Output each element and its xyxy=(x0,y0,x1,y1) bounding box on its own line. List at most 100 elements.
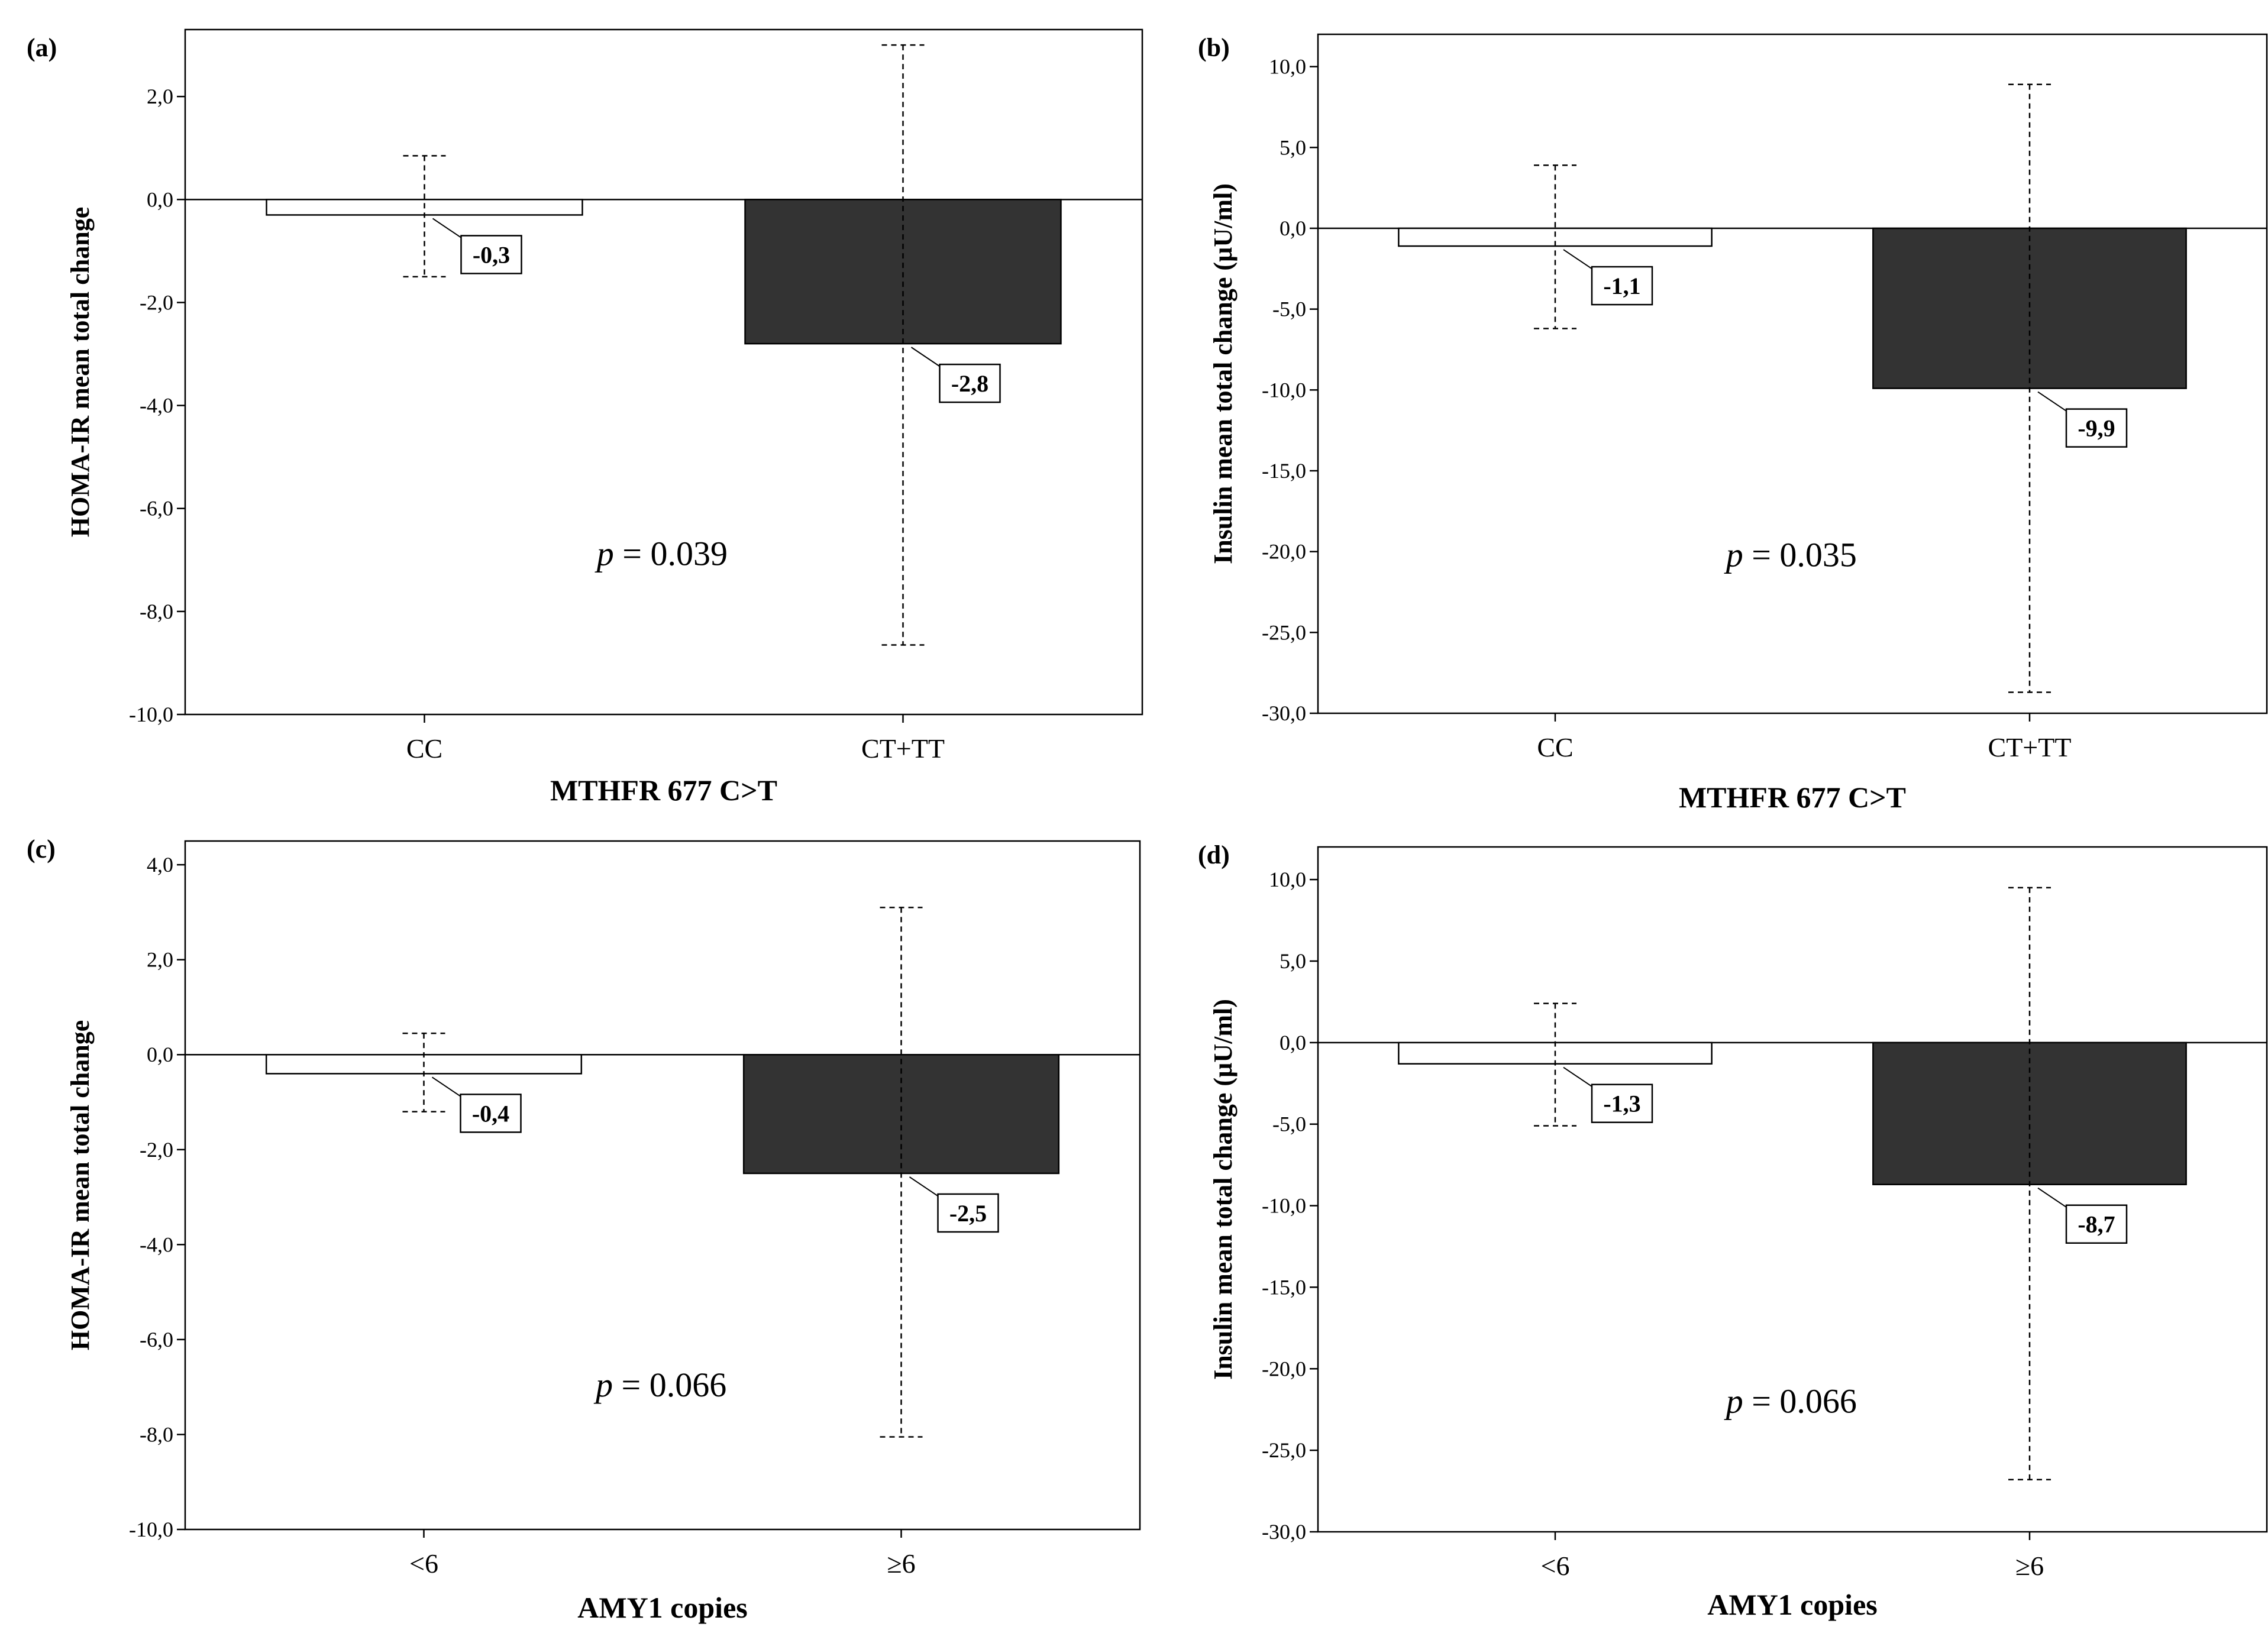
data-label: -0,4 xyxy=(472,1100,509,1127)
x-tick-label: <6 xyxy=(409,1548,438,1579)
y-tick-label: 5,0 xyxy=(1280,949,1306,973)
y-tick-label: -5,0 xyxy=(1272,1112,1306,1136)
y-axis-title: Insulin mean total change (µU/ml) xyxy=(1209,999,1238,1380)
data-label: -2,8 xyxy=(951,370,988,397)
p-value: p = 0.066 xyxy=(1724,1382,1857,1421)
x-tick-label: CC xyxy=(1537,732,1573,762)
data-label-box xyxy=(460,1094,522,1133)
y-tick-label: 0,0 xyxy=(1280,1031,1306,1055)
p-value-text: = 0.035 xyxy=(1743,535,1857,574)
data-label-box xyxy=(937,1193,999,1233)
y-tick-label: -15,0 xyxy=(1262,1275,1306,1299)
data-label: -8,7 xyxy=(2078,1211,2115,1238)
data-label: -0,3 xyxy=(473,241,510,268)
y-tick-label: -8,0 xyxy=(140,600,173,623)
y-tick-label: -4,0 xyxy=(140,1233,173,1256)
data-label-leader xyxy=(910,347,943,368)
plot-frame xyxy=(184,28,1143,716)
data-label-leader xyxy=(909,1176,941,1198)
data-label-leader xyxy=(1563,249,1595,271)
p-value: p = 0.066 xyxy=(593,1366,726,1404)
y-tick-label: -6,0 xyxy=(140,1328,173,1351)
p-symbol: p xyxy=(595,535,614,573)
x-tick-label: CT+TT xyxy=(1988,732,2072,762)
data-label-box xyxy=(1591,1084,1653,1123)
data-label-box xyxy=(2065,1204,2128,1244)
bar-1 xyxy=(1872,227,2187,389)
y-tick-label: 0,0 xyxy=(1280,216,1306,240)
y-tick-label: -10,0 xyxy=(129,1518,173,1541)
data-label-box xyxy=(460,235,522,274)
y-tick-label: -10,0 xyxy=(1262,1194,1306,1218)
panel-3: (d) 10,0 5,0 0,0 -5,0 -10,0 -15,0 -20,0 -25,0 -30… xyxy=(1198,840,2268,1621)
y-tick-label: 2,0 xyxy=(147,948,173,972)
data-label: -2,5 xyxy=(949,1200,987,1227)
y-tick-label: 10,0 xyxy=(1269,55,1306,79)
panel-label: (c) xyxy=(27,835,56,863)
panel-label: (a) xyxy=(27,33,57,62)
y-tick-label: 10,0 xyxy=(1269,868,1306,891)
data-label-leader xyxy=(431,1076,464,1099)
plot-frame xyxy=(1317,846,2268,1533)
y-tick-label: 0,0 xyxy=(147,1043,173,1066)
y-tick-label: -4,0 xyxy=(140,394,173,418)
y-tick-label: -25,0 xyxy=(1262,620,1306,644)
p-value: p = 0.035 xyxy=(1724,535,1857,574)
p-symbol: p xyxy=(593,1366,613,1404)
y-tick-label: 4,0 xyxy=(147,853,173,877)
y-axis-title: HOMA-IR mean total change xyxy=(66,1020,95,1351)
y-tick-label: 0,0 xyxy=(147,187,173,211)
plot-frame xyxy=(1317,33,2268,714)
y-tick-label: -30,0 xyxy=(1262,1520,1306,1544)
p-value-text: = 0.039 xyxy=(614,535,728,573)
x-axis-title: AMY1 copies xyxy=(577,1591,747,1624)
x-axis-title: MTHFR 677 C>T xyxy=(550,774,777,807)
y-tick-label: -10,0 xyxy=(1262,378,1306,402)
data-label-box xyxy=(2065,408,2128,448)
p-value: p = 0.039 xyxy=(595,535,728,573)
y-axis-title: Insulin mean total change (µU/ml) xyxy=(1209,183,1238,564)
plot-frame xyxy=(184,840,1141,1531)
x-axis-title: AMY1 copies xyxy=(1707,1588,1877,1621)
panel-1: (b) 10,0 5,0 0,0 -5,0 -10,0 -15,0 -20,0 -25,0 -30… xyxy=(1198,33,2268,814)
y-tick-label: 2,0 xyxy=(147,85,173,108)
y-tick-label: -8,0 xyxy=(140,1422,173,1446)
x-tick-label: ≥6 xyxy=(887,1548,915,1579)
y-axis-title: HOMA-IR mean total change xyxy=(66,207,95,538)
y-tick-label: -6,0 xyxy=(140,497,173,520)
p-symbol: p xyxy=(1724,535,1743,574)
y-tick-label: -2,0 xyxy=(140,1138,173,1162)
data-label-leader xyxy=(2037,1187,2069,1209)
p-value-text: = 0.066 xyxy=(613,1366,726,1404)
data-label-leader xyxy=(2037,391,2069,413)
data-label-box xyxy=(939,363,1001,403)
y-tick-label: 5,0 xyxy=(1280,135,1306,159)
y-tick-label: -20,0 xyxy=(1262,540,1306,564)
y-tick-label: -20,0 xyxy=(1262,1357,1306,1380)
data-label: -9,9 xyxy=(2078,415,2115,442)
p-symbol: p xyxy=(1724,1382,1743,1421)
x-axis-title: MTHFR 677 C>T xyxy=(1679,781,1906,814)
x-tick-label: <6 xyxy=(1541,1551,1570,1581)
y-tick-label: -10,0 xyxy=(129,703,173,726)
panel-label: (b) xyxy=(1198,33,1230,62)
panel-0: (a) 2,0 0,0 -2,0 -4,0 -6,0 -8,0 -10,0 CC -0,3 CT+T… xyxy=(27,28,1143,807)
p-value-text: = 0.066 xyxy=(1743,1382,1857,1421)
panel-2: (c) 4,0 2,0 0,0 -2,0 -4,0 -6,0 -8,0 -10,0 <6 -0,4 ≥… xyxy=(27,835,1141,1624)
data-label-leader xyxy=(432,218,464,240)
data-label-leader xyxy=(1563,1066,1595,1089)
y-tick-label: -2,0 xyxy=(140,290,173,314)
x-tick-label: ≥6 xyxy=(2015,1551,2044,1581)
y-tick-label: -5,0 xyxy=(1272,297,1306,321)
data-label-box xyxy=(1591,266,1653,306)
data-label: -1,3 xyxy=(1603,1091,1640,1117)
x-tick-label: CC xyxy=(406,733,442,764)
panel-label: (d) xyxy=(1198,840,1230,869)
y-tick-label: -25,0 xyxy=(1262,1438,1306,1462)
bar-1 xyxy=(1872,1042,2187,1185)
y-tick-label: -15,0 xyxy=(1262,459,1306,483)
y-tick-label: -30,0 xyxy=(1262,701,1306,725)
x-tick-label: CT+TT xyxy=(861,733,945,764)
data-label: -1,1 xyxy=(1603,273,1640,299)
